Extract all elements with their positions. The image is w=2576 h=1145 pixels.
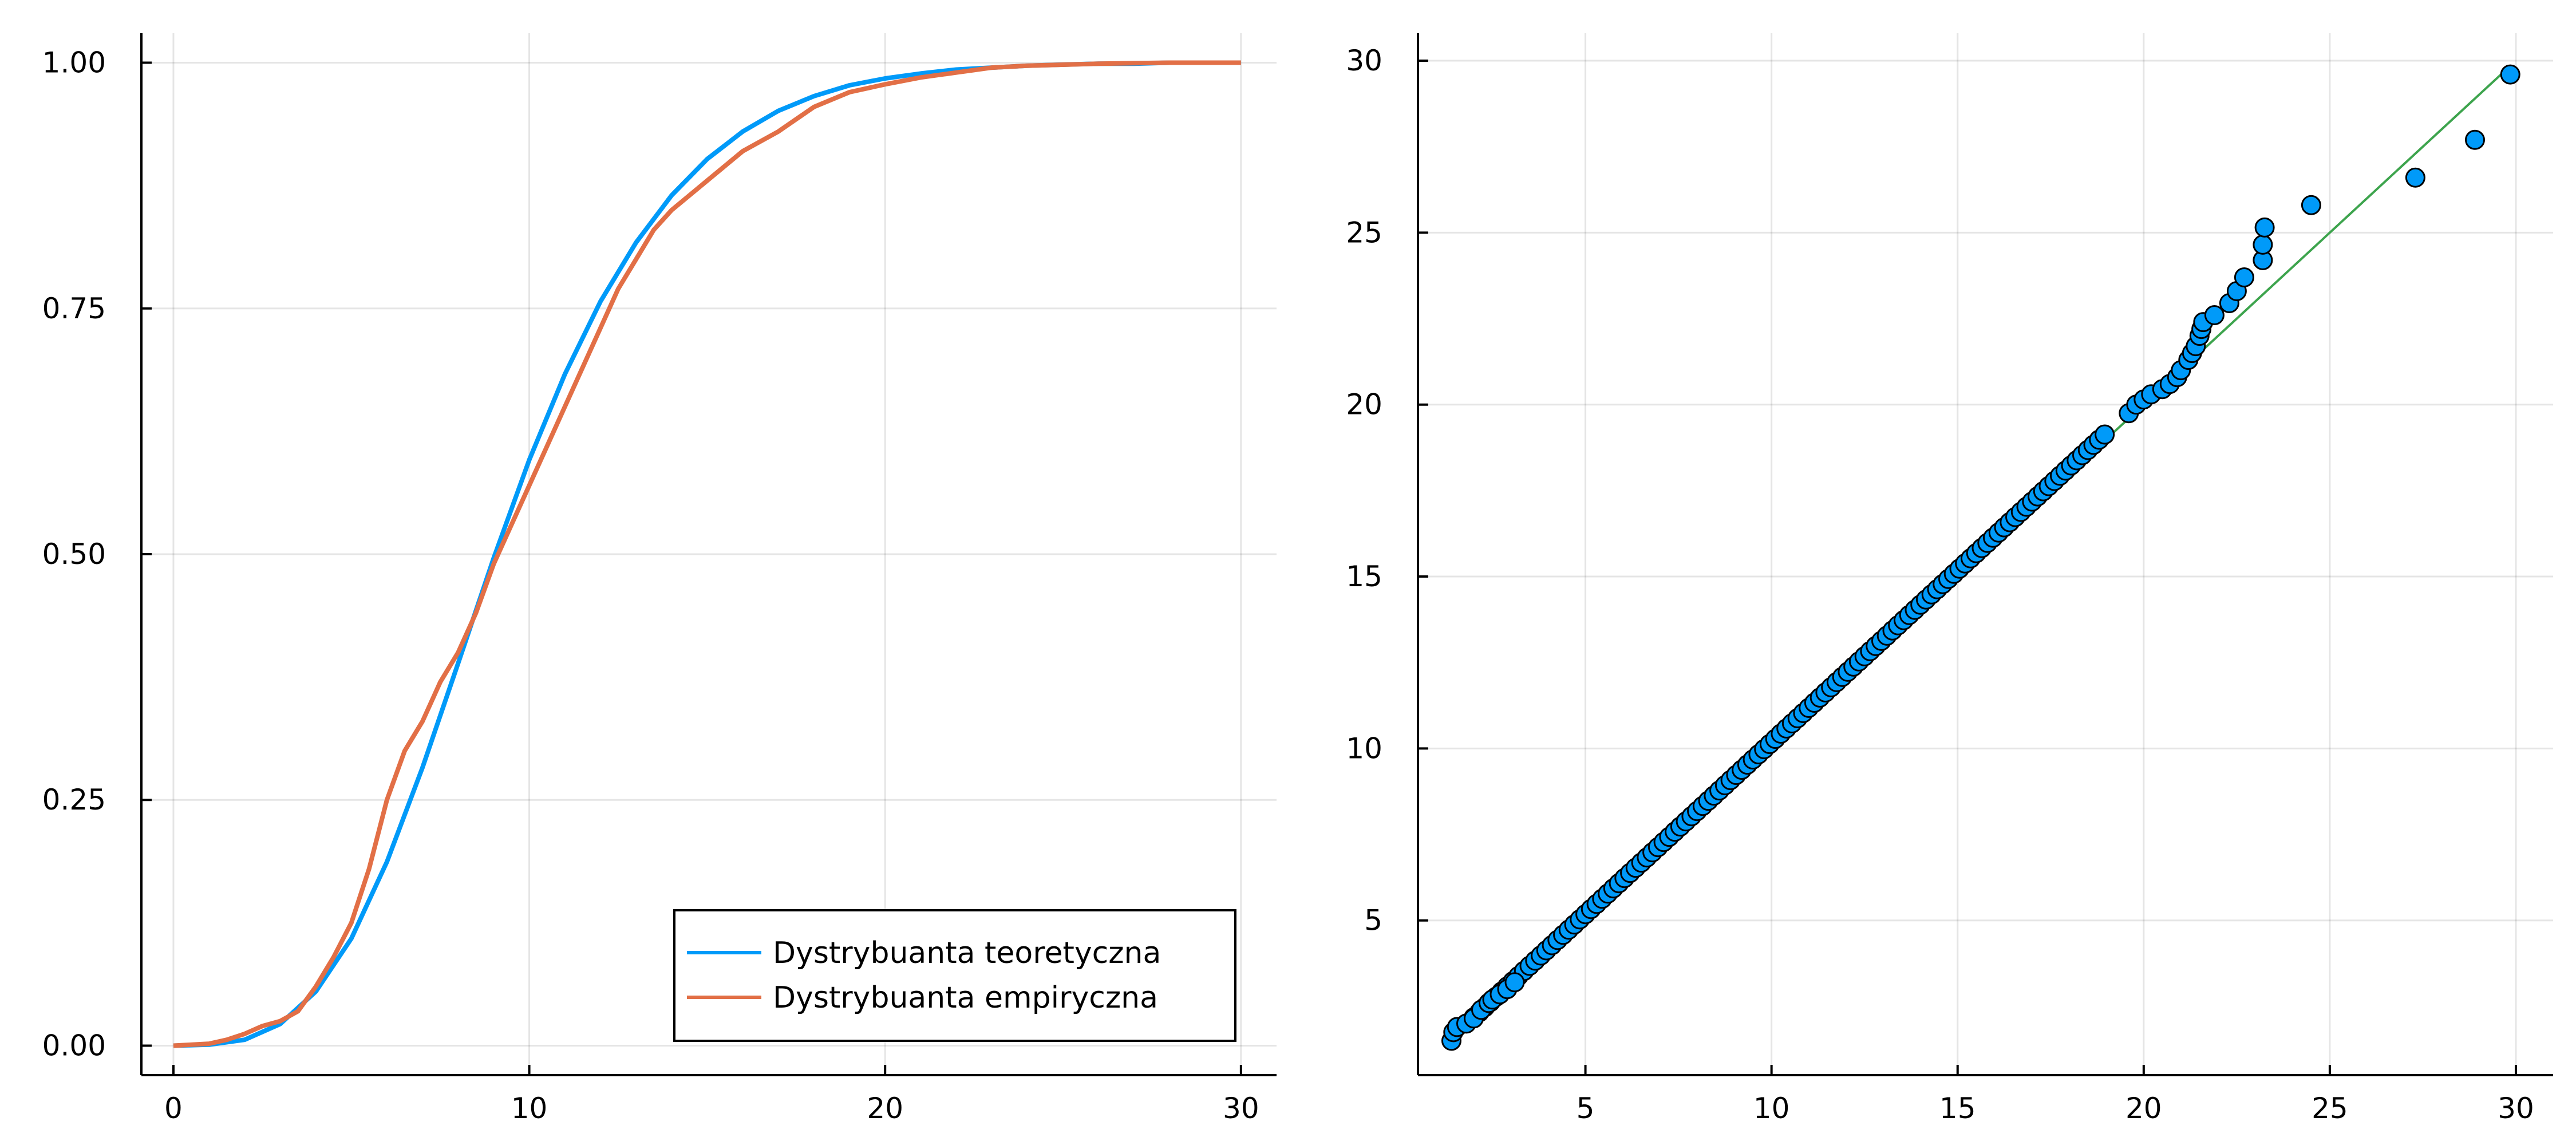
qq-point — [2253, 234, 2273, 255]
cdf-line-empirical — [173, 60, 1241, 1048]
qq-ytick-label: 10 — [1346, 732, 1382, 765]
cdf-grid — [141, 33, 1277, 1075]
cdf-ytick-label: 0.00 — [42, 1029, 106, 1062]
cdf-ytick-label: 1.00 — [42, 46, 106, 80]
cdf-xtick-label: 10 — [511, 1092, 548, 1125]
qq-ytick-label: 30 — [1346, 44, 1382, 77]
cdf-xtick-label: 20 — [867, 1092, 903, 1125]
cdf-ytick-label: 0.75 — [42, 292, 106, 325]
qq-grid — [1418, 33, 2553, 1075]
qq-xtick-label: 15 — [1939, 1092, 1976, 1125]
legend-label-empirical: Dystrybuanta empiryczna — [773, 981, 1158, 1015]
qq-chart: 5 10 15 20 25 30 5 10 15 20 25 30 — [1346, 33, 2553, 1125]
cdf-xtick-label: 30 — [1223, 1092, 1259, 1125]
qq-point — [2500, 64, 2520, 85]
legend-box — [673, 909, 1236, 1042]
qq-point — [2301, 195, 2321, 215]
qq-point — [1504, 972, 1525, 993]
cdf-ytick-label: 0.25 — [42, 783, 106, 816]
qq-points — [1441, 64, 2520, 1051]
cdf-series-lines — [173, 60, 1241, 1048]
qq-xtick-label: 10 — [1753, 1092, 1790, 1125]
qq-ytick-label: 20 — [1346, 388, 1382, 421]
qq-point — [2465, 129, 2485, 150]
cdf-tick-labels: 0 10 20 30 0.00 0.25 0.50 0.75 1.00 — [42, 46, 1259, 1125]
legend-label-theoretical: Dystrybuanta teoretyczna — [773, 936, 1161, 970]
cdf-ytick-label: 0.50 — [42, 538, 106, 571]
qq-ytick-label: 25 — [1346, 216, 1382, 249]
qq-xtick-label: 5 — [1577, 1092, 1595, 1125]
qq-xtick-label: 20 — [2125, 1092, 2162, 1125]
qq-point — [2204, 305, 2225, 325]
qq-point — [2405, 167, 2425, 188]
cdf-xtick-label: 0 — [164, 1092, 183, 1125]
qq-ytick-label: 5 — [1364, 904, 1382, 937]
qq-xtick-label: 25 — [2312, 1092, 2348, 1125]
cdf-chart: 0 10 20 30 0.00 0.25 0.50 0.75 1.00 Dystrybuanta… — [42, 33, 1277, 1125]
qq-tick-labels: 5 10 15 20 25 30 5 10 15 20 25 30 — [1346, 44, 2534, 1125]
qq-point — [2095, 424, 2115, 445]
cdf-legend: Dystrybuanta teoretyczna Dystrybuanta em… — [673, 909, 1236, 1042]
qq-xtick-label: 30 — [2498, 1092, 2534, 1125]
qq-point — [2234, 267, 2254, 287]
qq-ytick-label: 15 — [1346, 560, 1382, 593]
qq-point — [2254, 217, 2275, 238]
